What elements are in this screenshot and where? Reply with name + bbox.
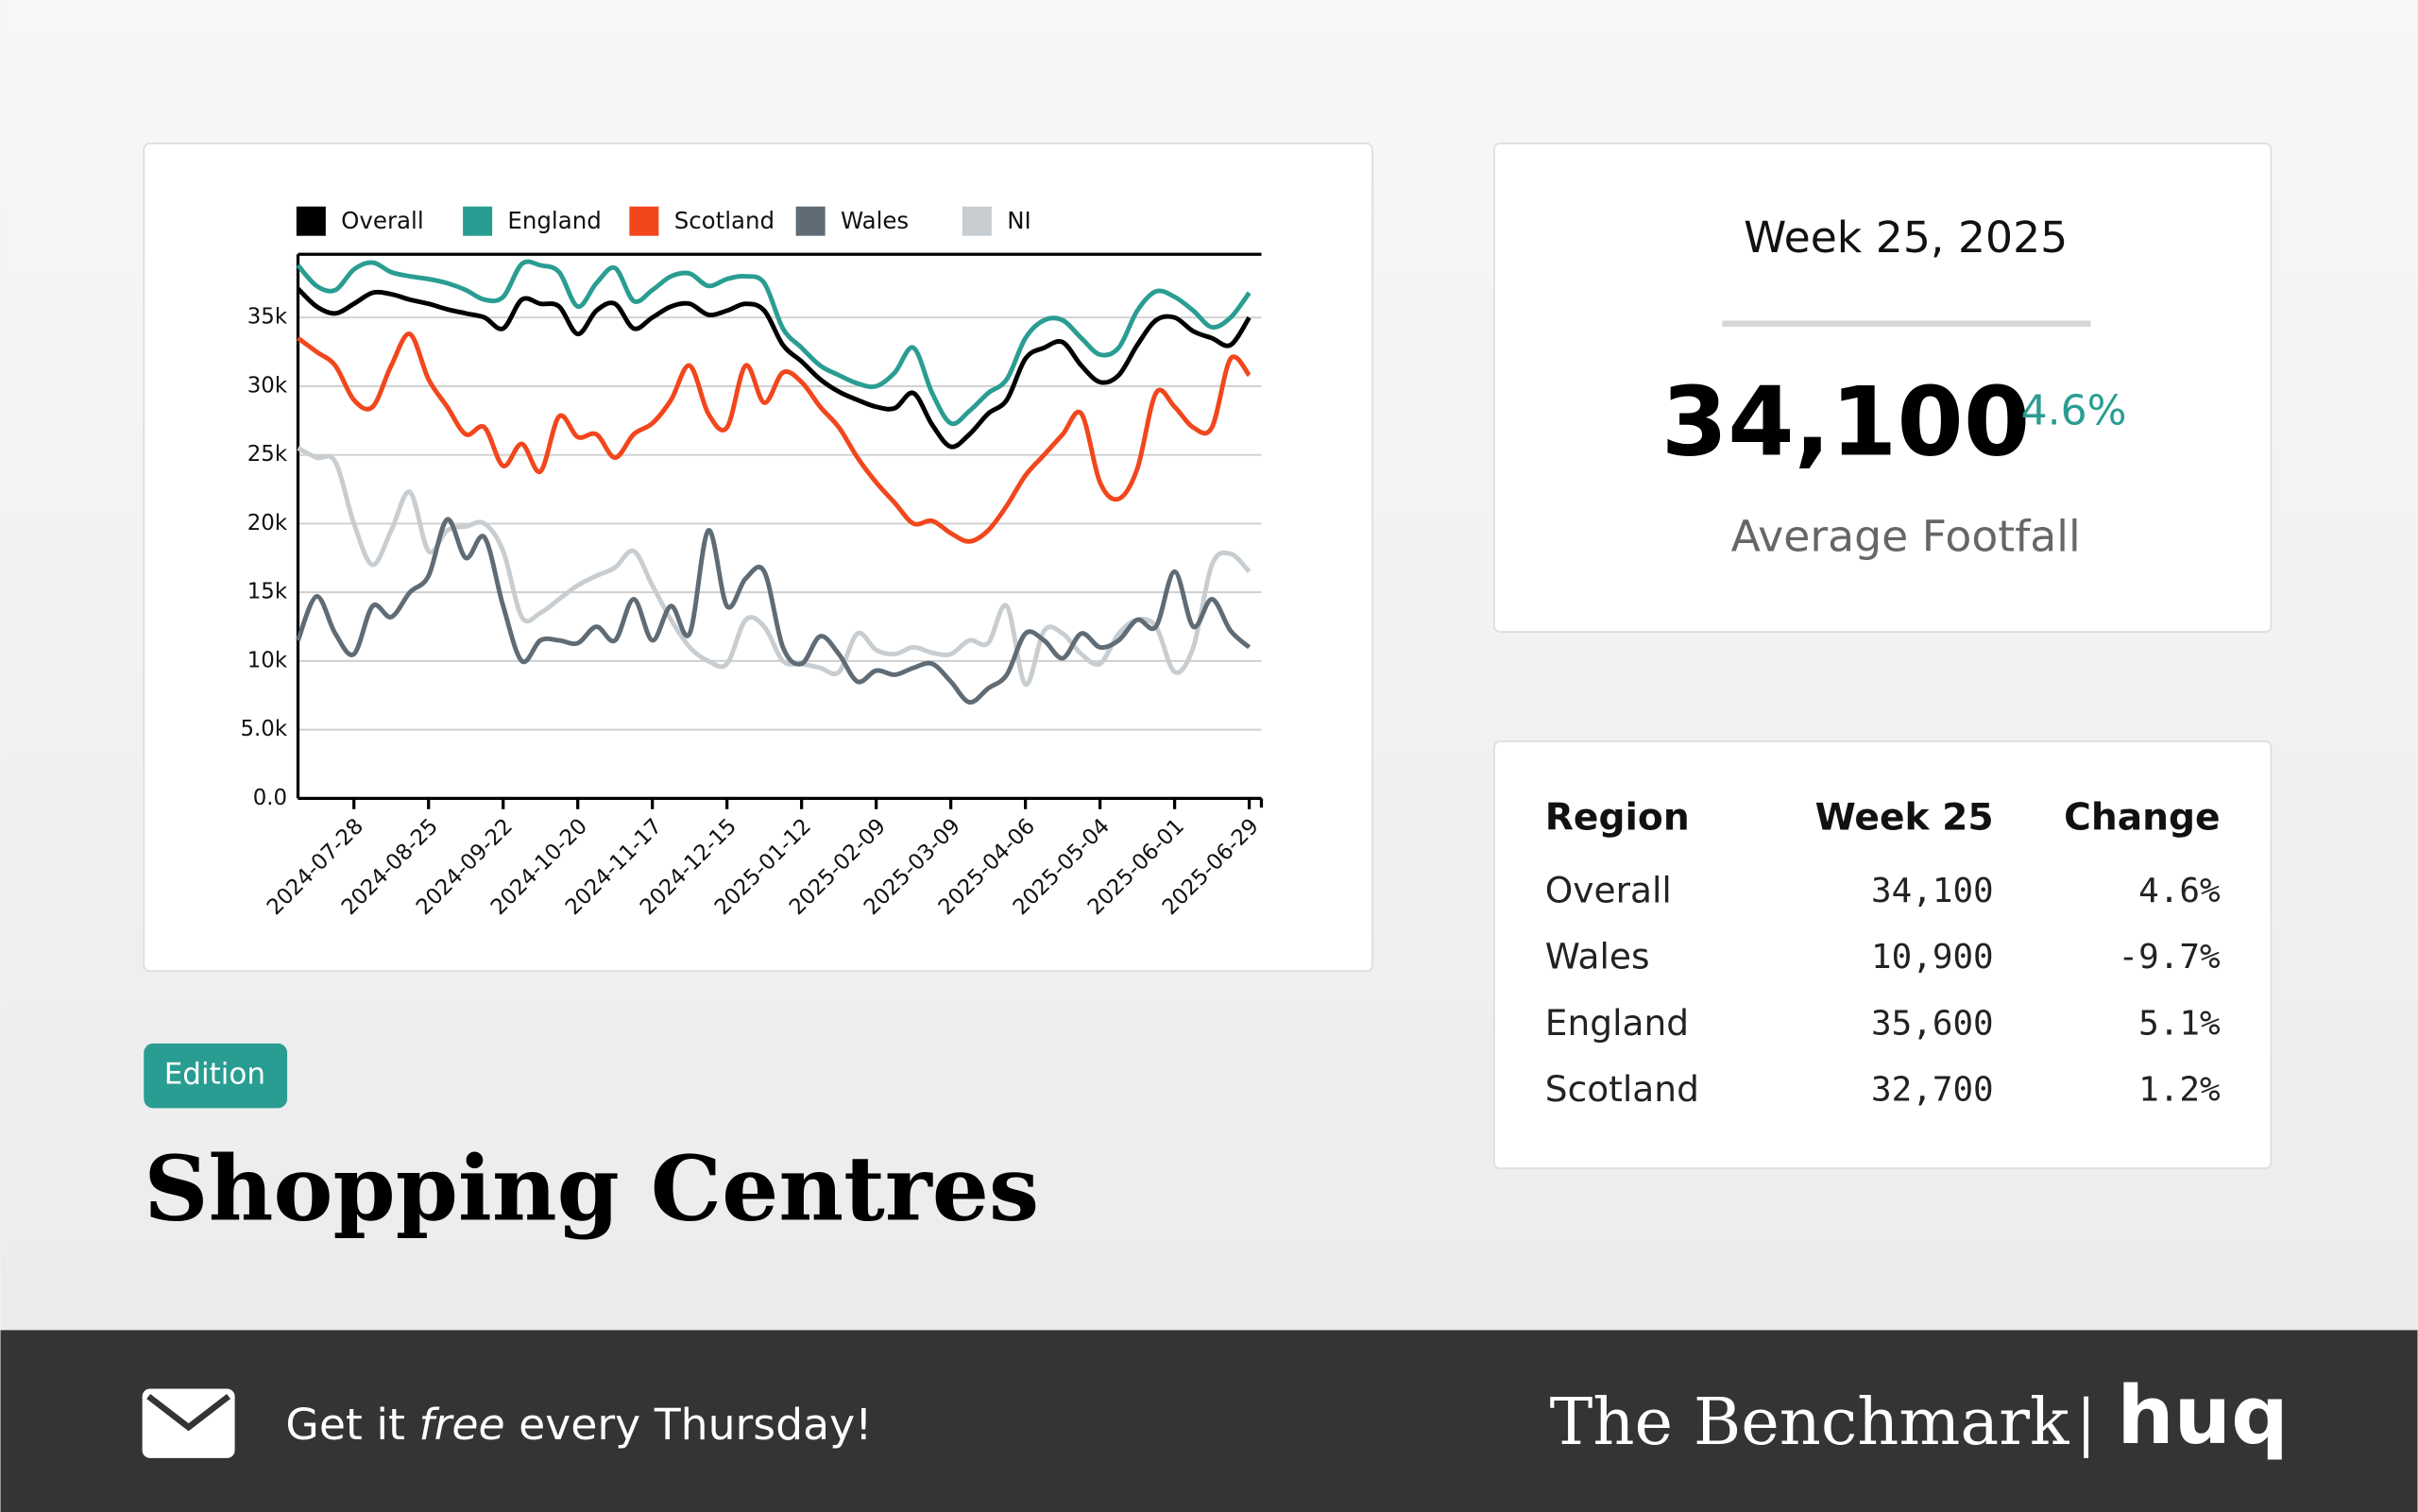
- table-header: Region: [1545, 797, 1690, 840]
- table-cell: Wales: [1545, 936, 1650, 977]
- table-cell: England: [1545, 1002, 1689, 1044]
- table-cell: Scotland: [1545, 1068, 1699, 1110]
- table-cell: 5.1%: [2138, 1004, 2221, 1043]
- legend-swatch: [463, 206, 493, 236]
- y-tick-label: 10k: [247, 648, 288, 672]
- legend-label: Scotland: [674, 207, 775, 234]
- cta-part: Get it: [285, 1400, 418, 1450]
- table-cell: 32,700: [1871, 1070, 1994, 1109]
- metric-label: Average Footfall: [1731, 512, 2081, 562]
- badge-text: Edition: [164, 1058, 265, 1092]
- y-tick-label: 0.0: [253, 786, 287, 810]
- cta-part: free: [419, 1400, 505, 1450]
- brand: The Benchmark: [1550, 1385, 2069, 1460]
- legend-label: Wales: [841, 207, 909, 234]
- y-tick-label: 20k: [247, 511, 288, 535]
- table-cell: 4.6%: [2138, 872, 2221, 910]
- week-label: Week 25, 2025: [1744, 212, 2068, 263]
- line-series: [296, 259, 1252, 427]
- title: Shopping Centres: [144, 1136, 1039, 1241]
- table-cell: -9.7%: [2119, 938, 2221, 977]
- table-cell: 35,600: [1871, 1004, 1994, 1043]
- mail-icon: [142, 1388, 235, 1458]
- y-tick-label: 5.0k: [241, 717, 288, 741]
- table-header: Week 25: [1815, 797, 1994, 840]
- legend-swatch: [296, 206, 326, 236]
- line-series: [296, 286, 1252, 450]
- y-tick-label: 35k: [247, 305, 288, 330]
- table-cell: Overall: [1545, 869, 1672, 910]
- chart-card: [143, 142, 1373, 972]
- legend-swatch: [962, 206, 992, 236]
- table-cell: 1.2%: [2138, 1070, 2221, 1109]
- footer: [0, 1330, 2418, 1512]
- legend-label: Overall: [341, 207, 423, 234]
- logo: huq: [2117, 1369, 2289, 1463]
- y-tick-label: 15k: [247, 580, 288, 604]
- change: 4.6%: [2021, 386, 2127, 434]
- table-header: Change: [2064, 797, 2221, 840]
- cta-part: every Thursday!: [505, 1400, 873, 1450]
- line-series: [296, 517, 1252, 705]
- table-cell: 10,900: [1871, 938, 1994, 977]
- legend-label: England: [507, 207, 601, 234]
- table-cell: 34,100: [1871, 872, 1994, 910]
- table: Region Week 25 Change Overall 34,100 4.6% Wale…: [1545, 797, 2221, 1110]
- cta: Get it free every Thursday!: [285, 1400, 872, 1450]
- line-series: [297, 331, 1252, 544]
- table-card: [1493, 740, 2273, 1169]
- legend-label: NI: [1007, 207, 1031, 234]
- y-tick-label: 30k: [247, 373, 288, 398]
- big-number: 34,100: [1661, 366, 2030, 478]
- badge: [144, 1043, 288, 1109]
- y-tick-label: 25k: [247, 442, 288, 467]
- legend-swatch: [795, 206, 826, 236]
- legend-swatch: [629, 206, 659, 236]
- summary-card: [1493, 142, 2273, 633]
